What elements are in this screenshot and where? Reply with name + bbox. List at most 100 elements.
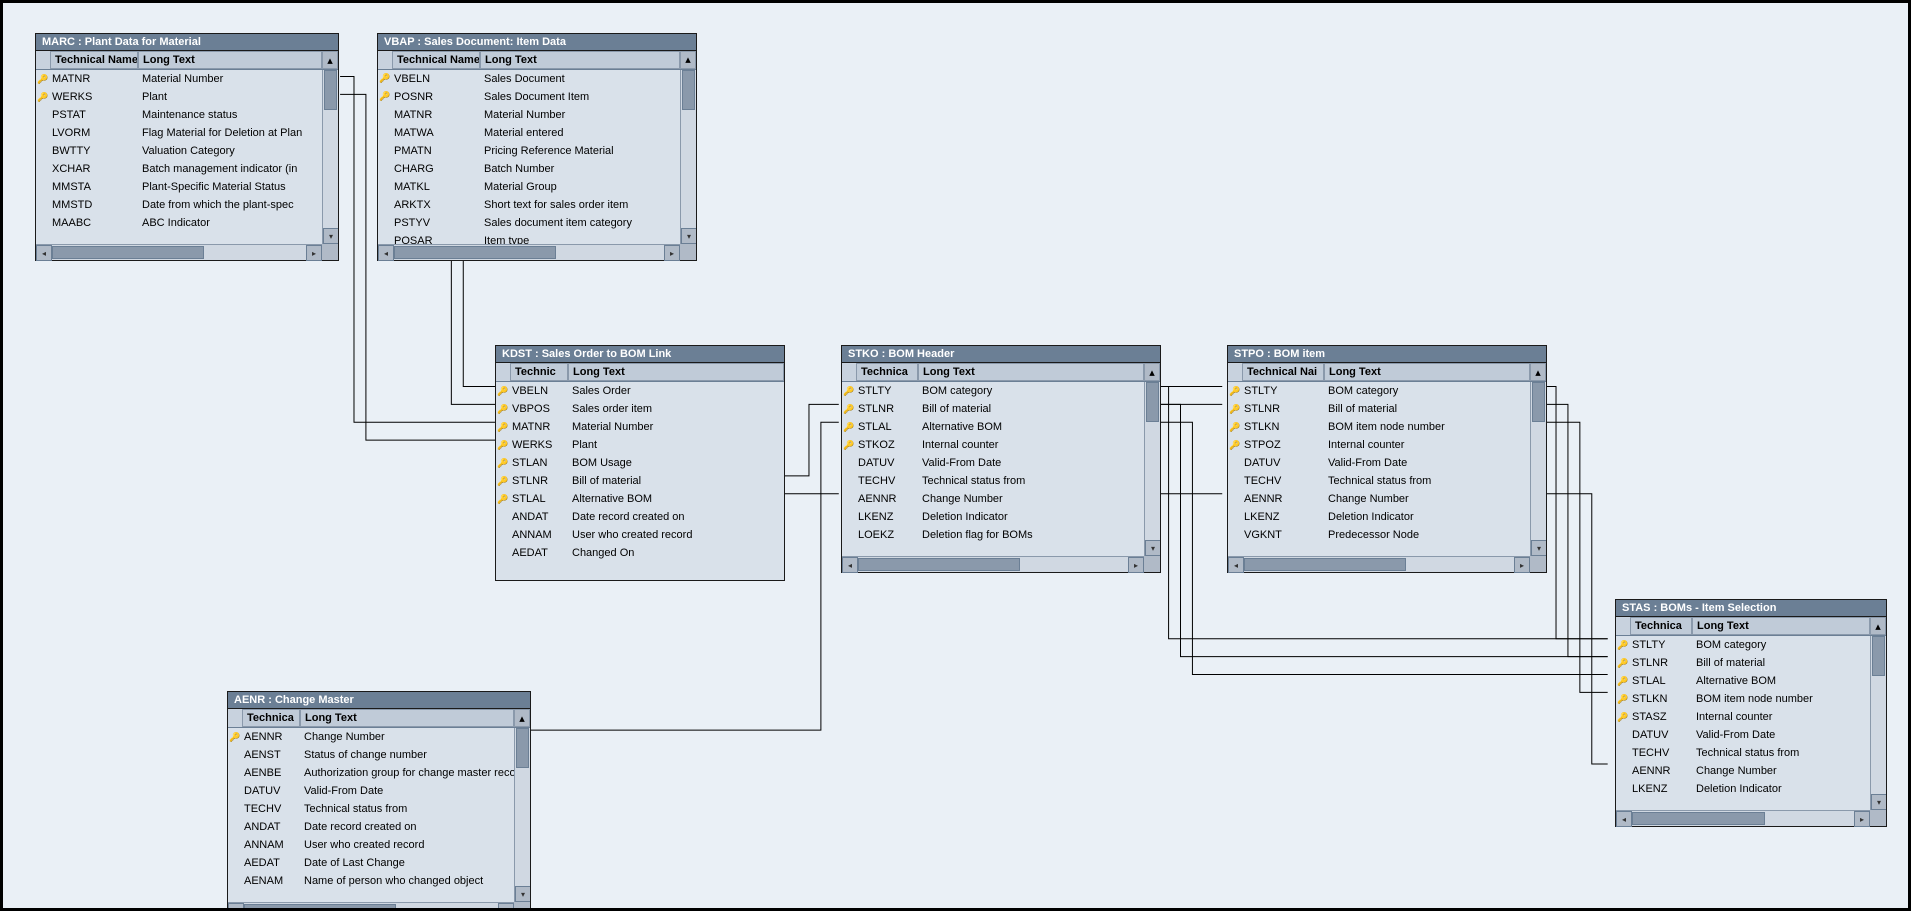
vertical-scrollbar[interactable]: ▾ xyxy=(1870,636,1886,810)
scroll-down-icon[interactable]: ▾ xyxy=(515,886,530,902)
table-aenr[interactable]: AENR : Change MasterTechnicaLong Text▴AE… xyxy=(227,691,531,911)
table-row[interactable]: MMSTDDate from which the plant-spec xyxy=(36,196,338,214)
table-row[interactable]: ANDATDate record created on xyxy=(496,508,784,526)
table-row[interactable]: DATUVValid-From Date xyxy=(842,454,1160,472)
table-row[interactable]: POSARItem type xyxy=(378,232,696,244)
table-row[interactable]: STLTYBOM category xyxy=(1228,382,1546,400)
table-row[interactable]: STASZInternal counter xyxy=(1616,708,1886,726)
table-row[interactable]: MATWAMaterial entered xyxy=(378,124,696,142)
table-row[interactable]: STLTYBOM category xyxy=(1616,636,1886,654)
horizontal-scrollbar[interactable]: ◂▸ xyxy=(1228,556,1530,572)
table-row[interactable]: ANDATDate record created on xyxy=(228,818,530,836)
scroll-right-icon[interactable]: ▸ xyxy=(1514,557,1530,573)
table-row[interactable]: WERKSPlant xyxy=(496,436,784,454)
table-row[interactable]: STPOZInternal counter xyxy=(1228,436,1546,454)
scroll-left-icon[interactable]: ◂ xyxy=(1228,557,1244,573)
table-row[interactable]: AEDATChanged On xyxy=(496,544,784,562)
table-row[interactable]: PSTYVSales document item category xyxy=(378,214,696,232)
vertical-scrollbar[interactable]: ▾ xyxy=(322,70,338,244)
table-row[interactable]: TECHVTechnical status from xyxy=(1616,744,1886,762)
scroll-right-icon[interactable]: ▸ xyxy=(306,245,322,261)
scroll-down-icon[interactable]: ▾ xyxy=(1871,794,1886,810)
col-header-technical[interactable]: Technical Name xyxy=(392,51,480,69)
table-row[interactable]: CHARGBatch Number xyxy=(378,160,696,178)
col-header-technical[interactable]: Technica xyxy=(1630,617,1692,635)
table-row[interactable]: STLKNBOM item node number xyxy=(1228,418,1546,436)
table-row[interactable]: XCHARBatch management indicator (in xyxy=(36,160,338,178)
table-row[interactable]: PMATNPricing Reference Material xyxy=(378,142,696,160)
table-row[interactable]: ANNAMUser who created record xyxy=(228,836,530,854)
table-row[interactable]: VGKNTPredecessor Node xyxy=(1228,526,1546,544)
scroll-right-icon[interactable]: ▸ xyxy=(498,903,514,911)
table-stpo[interactable]: STPO : BOM itemTechnical NaiLong Text▴ST… xyxy=(1227,345,1547,573)
scroll-left-icon[interactable]: ◂ xyxy=(36,245,52,261)
table-row[interactable]: MATNRMaterial Number xyxy=(496,418,784,436)
table-row[interactable]: PSTATMaintenance status xyxy=(36,106,338,124)
scroll-up-icon[interactable]: ▴ xyxy=(1530,363,1546,381)
table-stas[interactable]: STAS : BOMs - Item SelectionTechnicaLong… xyxy=(1615,599,1887,827)
scroll-down-icon[interactable]: ▾ xyxy=(1145,540,1160,556)
scroll-up-icon[interactable]: ▴ xyxy=(322,51,338,69)
col-header-technical[interactable]: Technical Nai xyxy=(1242,363,1324,381)
table-row[interactable]: LVORMFlag Material for Deletion at Plan xyxy=(36,124,338,142)
scroll-up-icon[interactable]: ▴ xyxy=(1144,363,1160,381)
col-header-technical[interactable]: Technical Name xyxy=(50,51,138,69)
table-row[interactable]: TECHVTechnical status from xyxy=(228,800,530,818)
col-header-longtext[interactable]: Long Text xyxy=(480,51,680,69)
scroll-down-icon[interactable]: ▾ xyxy=(681,228,696,244)
scroll-right-icon[interactable]: ▸ xyxy=(1854,811,1870,827)
table-row[interactable]: AENNRChange Number xyxy=(1228,490,1546,508)
table-row[interactable]: STLALAlternative BOM xyxy=(842,418,1160,436)
table-row[interactable]: AENNRChange Number xyxy=(842,490,1160,508)
table-row[interactable]: DATUVValid-From Date xyxy=(228,782,530,800)
scroll-down-icon[interactable]: ▾ xyxy=(1531,540,1546,556)
table-row[interactable]: STLANBOM Usage xyxy=(496,454,784,472)
scroll-left-icon[interactable]: ◂ xyxy=(228,903,244,911)
table-row[interactable]: DATUVValid-From Date xyxy=(1616,726,1886,744)
col-header-technical[interactable]: Technic xyxy=(510,363,568,381)
table-row[interactable]: STLTYBOM category xyxy=(842,382,1160,400)
scroll-up-icon[interactable]: ▴ xyxy=(514,709,530,727)
table-row[interactable]: MATNRMaterial Number xyxy=(36,70,338,88)
table-row[interactable]: WERKSPlant xyxy=(36,88,338,106)
table-row[interactable]: TECHVTechnical status from xyxy=(1228,472,1546,490)
horizontal-scrollbar[interactable]: ◂▸ xyxy=(228,902,514,911)
table-marc[interactable]: MARC : Plant Data for MaterialTechnical … xyxy=(35,33,339,261)
table-row[interactable]: STLALAlternative BOM xyxy=(496,490,784,508)
col-header-longtext[interactable]: Long Text xyxy=(138,51,322,69)
table-kdst[interactable]: KDST : Sales Order to BOM LinkTechnicLon… xyxy=(495,345,785,581)
col-header-longtext[interactable]: Long Text xyxy=(300,709,514,727)
table-row[interactable]: VBELNSales Document xyxy=(378,70,696,88)
table-row[interactable]: LKENZDeletion Indicator xyxy=(1228,508,1546,526)
col-header-technical[interactable]: Technica xyxy=(242,709,300,727)
table-row[interactable]: MMSTAPlant-Specific Material Status xyxy=(36,178,338,196)
table-row[interactable]: AENAMName of person who changed object xyxy=(228,872,530,890)
table-vbap[interactable]: VBAP : Sales Document: Item DataTechnica… xyxy=(377,33,697,261)
table-row[interactable]: LKENZDeletion Indicator xyxy=(842,508,1160,526)
scroll-left-icon[interactable]: ◂ xyxy=(378,245,394,261)
table-row[interactable]: AENNRChange Number xyxy=(1616,762,1886,780)
table-row[interactable]: LKENZDeletion Indicator xyxy=(1616,780,1886,798)
table-stko[interactable]: STKO : BOM HeaderTechnicaLong Text▴STLTY… xyxy=(841,345,1161,573)
col-header-technical[interactable]: Technica xyxy=(856,363,918,381)
table-row[interactable]: AENSTStatus of change number xyxy=(228,746,530,764)
horizontal-scrollbar[interactable]: ◂▸ xyxy=(842,556,1144,572)
table-row[interactable]: MAABCABC Indicator xyxy=(36,214,338,232)
scroll-right-icon[interactable]: ▸ xyxy=(1128,557,1144,573)
table-row[interactable]: STLKNBOM item node number xyxy=(1616,690,1886,708)
table-row[interactable]: VBPOSSales order item xyxy=(496,400,784,418)
horizontal-scrollbar[interactable]: ◂▸ xyxy=(36,244,322,260)
table-row[interactable]: AENNRChange Number xyxy=(228,728,530,746)
table-row[interactable]: TECHVTechnical status from xyxy=(842,472,1160,490)
table-row[interactable]: POSNRSales Document Item xyxy=(378,88,696,106)
col-header-longtext[interactable]: Long Text xyxy=(1692,617,1870,635)
table-row[interactable]: STKOZInternal counter xyxy=(842,436,1160,454)
table-row[interactable]: ARKTXShort text for sales order item xyxy=(378,196,696,214)
vertical-scrollbar[interactable]: ▾ xyxy=(680,70,696,244)
table-row[interactable]: STLNRBill of material xyxy=(1228,400,1546,418)
table-row[interactable]: AENBEAuthorization group for change mast… xyxy=(228,764,530,782)
col-header-longtext[interactable]: Long Text xyxy=(568,363,784,381)
scroll-up-icon[interactable]: ▴ xyxy=(1870,617,1886,635)
horizontal-scrollbar[interactable]: ◂▸ xyxy=(1616,810,1870,826)
table-row[interactable]: STLALAlternative BOM xyxy=(1616,672,1886,690)
